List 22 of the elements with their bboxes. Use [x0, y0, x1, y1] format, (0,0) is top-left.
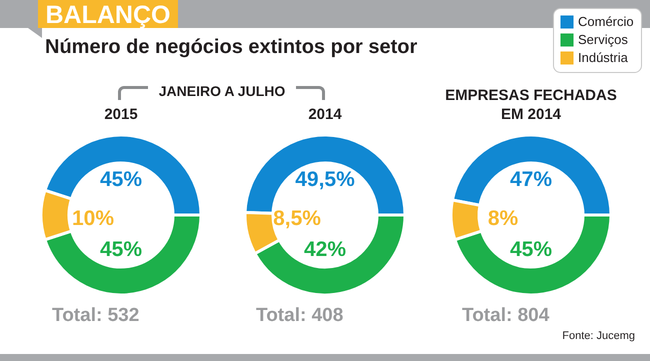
data-label: 8% [488, 207, 518, 230]
data-label: 10% [72, 207, 114, 230]
text: 2015 [104, 106, 138, 123]
chart-subtitle: Número de negócios extintos por setor [45, 36, 418, 59]
data-label: 8,5% [273, 207, 322, 230]
data-label: 45% [100, 168, 142, 191]
text: Total: 408 [256, 305, 344, 326]
text: Total: 804 [462, 305, 550, 326]
chart-title: BALANÇO [38, 0, 178, 29]
data-label: 47% [510, 168, 552, 191]
chart-title: 2014 [308, 106, 342, 123]
text: JANEIRO A JULHO [148, 83, 296, 99]
data-label: 42% [304, 238, 346, 261]
data-label: 45% [510, 238, 552, 261]
source-note: Fonte: Jucemg [562, 330, 635, 342]
text: Total: 532 [52, 305, 140, 326]
legend-label: Indústria [578, 50, 629, 65]
text: EMPRESAS FECHADAS EM 2014 [445, 87, 617, 123]
legend-label: Comércio [578, 14, 634, 29]
data-label: 49,5% [295, 168, 356, 191]
legend-label: Serviços [578, 32, 628, 47]
data-label: 45% [100, 238, 142, 261]
